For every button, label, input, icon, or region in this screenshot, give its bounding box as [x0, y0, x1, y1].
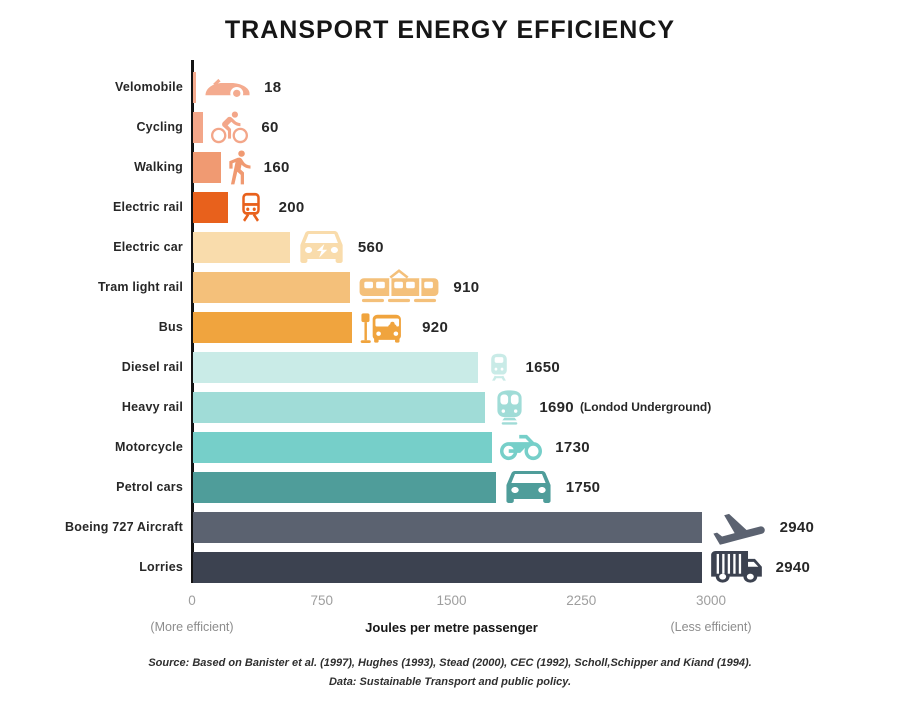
bar: [193, 311, 353, 343]
data-line: Data: Sustainable Transport and public p…: [328, 675, 572, 688]
chart-row: Diesel rail 1650: [0, 347, 900, 387]
category-label: Electric car: [113, 240, 183, 254]
diesel-rail-icon: [486, 352, 512, 383]
value-label: 200: [278, 198, 305, 216]
bar: [193, 391, 486, 423]
value-label: 160: [263, 158, 290, 176]
bar-track: 1730: [193, 427, 900, 467]
category-label: Lorries: [139, 560, 183, 574]
value-label: 2940: [775, 558, 811, 576]
x-tick-label: 1500: [436, 593, 467, 608]
bar-track: 160: [193, 147, 900, 187]
car-icon: [504, 470, 553, 504]
velomobile-icon: [204, 74, 251, 100]
bar-track: 2940: [193, 507, 900, 547]
bar-track: 18: [193, 67, 900, 107]
bar: [193, 71, 197, 103]
y-axis-line: [191, 60, 194, 583]
value-label: 1690: [539, 398, 574, 416]
category-label: Walking: [134, 160, 183, 174]
x-tick-label: 3000: [695, 593, 727, 608]
chart-row: Motorcycle 1730: [0, 427, 900, 467]
chart-row: Lorries 2940: [0, 547, 900, 587]
category-label: Electric rail: [112, 200, 183, 214]
chart-row: Tram light rail 910: [0, 267, 900, 307]
bar: [193, 191, 228, 223]
bar-track: 60: [193, 107, 900, 147]
value-label: 1650: [525, 358, 561, 376]
chart-row: Electric car 560: [0, 227, 900, 267]
bicycle-icon: [211, 110, 249, 144]
bar-track: 1690 (Londod Underground): [193, 387, 900, 427]
bar-track: 560: [193, 227, 900, 267]
x-axis-captions: (More efficient) Joules per metre passen…: [0, 620, 900, 638]
bar-chart: Velomobile 18 Cycling 60 Walking 160 Electric …: [0, 60, 900, 638]
bar: [193, 151, 221, 183]
bar: [193, 231, 290, 263]
chart-row: Boeing 727 Aircraft 2940: [0, 507, 900, 547]
chart-row: Bus 920: [0, 307, 900, 347]
underground-train-icon: [493, 389, 526, 425]
bar: [193, 271, 351, 303]
x-tick-label: 0: [188, 593, 196, 608]
source-note: Source: Based on Banister et al. (1997),…: [0, 654, 900, 691]
x-axis-ticks: 0 750 1500 2250 3000: [0, 593, 900, 611]
bus-icon: [360, 310, 409, 345]
less-efficient-label: (Less efficient): [670, 620, 752, 634]
tram-icon: [358, 268, 440, 306]
category-label: Bus: [158, 320, 183, 334]
bar-track: 920: [193, 307, 900, 347]
source-line: Source: Based on Banister et al. (1997),…: [148, 657, 752, 669]
x-tick-label: 2250: [566, 593, 597, 608]
lorry-icon: [710, 550, 763, 584]
bar: [193, 111, 204, 143]
chart-title: TRANSPORT ENERGY EFFICIENCY: [224, 16, 676, 44]
category-label: Velomobile: [115, 80, 183, 94]
bar-track: 200: [193, 187, 900, 227]
electric-car-icon: [298, 230, 345, 264]
bar-track: 1650: [193, 347, 900, 387]
value-label: 60: [261, 118, 279, 136]
category-label: Motorcycle: [115, 440, 183, 454]
bar: [193, 471, 496, 503]
more-efficient-label: (More efficient): [150, 620, 234, 634]
chart-row: Velomobile 18: [0, 67, 900, 107]
chart-row: Petrol cars 1750: [0, 467, 900, 507]
bar: [193, 551, 702, 583]
category-label: Diesel rail: [121, 360, 183, 374]
x-tick-label: 750: [310, 593, 334, 608]
x-axis-title: Joules per metre passenger: [365, 620, 538, 635]
value-label: 18: [264, 78, 282, 96]
motorcycle-icon: [500, 434, 543, 461]
airplane-icon: [710, 510, 767, 545]
chart-row: Electric rail 200: [0, 187, 900, 227]
bar: [193, 351, 479, 383]
category-label: Heavy rail: [121, 400, 183, 414]
value-label: 2940: [779, 518, 815, 536]
bar: [193, 511, 702, 543]
category-label: Boeing 727 Aircraft: [65, 520, 183, 534]
chart-row: Heavy rail 1690 (Londod Underground): [0, 387, 900, 427]
bar: [193, 431, 493, 463]
chart-row: Cycling 60: [0, 107, 900, 147]
bar-track: 910: [193, 267, 900, 307]
pedestrian-icon: [228, 149, 251, 185]
value-note: (Londod Underground): [579, 400, 712, 414]
category-label: Tram light rail: [98, 280, 183, 294]
chart-row: Walking 160: [0, 147, 900, 187]
value-label: 1730: [555, 438, 590, 456]
electric-rail-icon: [236, 190, 266, 224]
bar-track: 2940: [193, 547, 900, 587]
value-label: 920: [422, 318, 449, 336]
bar-track: 1750: [193, 467, 900, 507]
value-label: 1750: [565, 478, 601, 496]
category-label: Petrol cars: [116, 480, 183, 494]
value-label: 560: [357, 238, 384, 256]
category-label: Cycling: [136, 120, 183, 134]
chart-rows: Velomobile 18 Cycling 60 Walking 160 Electric …: [0, 60, 900, 587]
value-label: 910: [453, 278, 480, 296]
